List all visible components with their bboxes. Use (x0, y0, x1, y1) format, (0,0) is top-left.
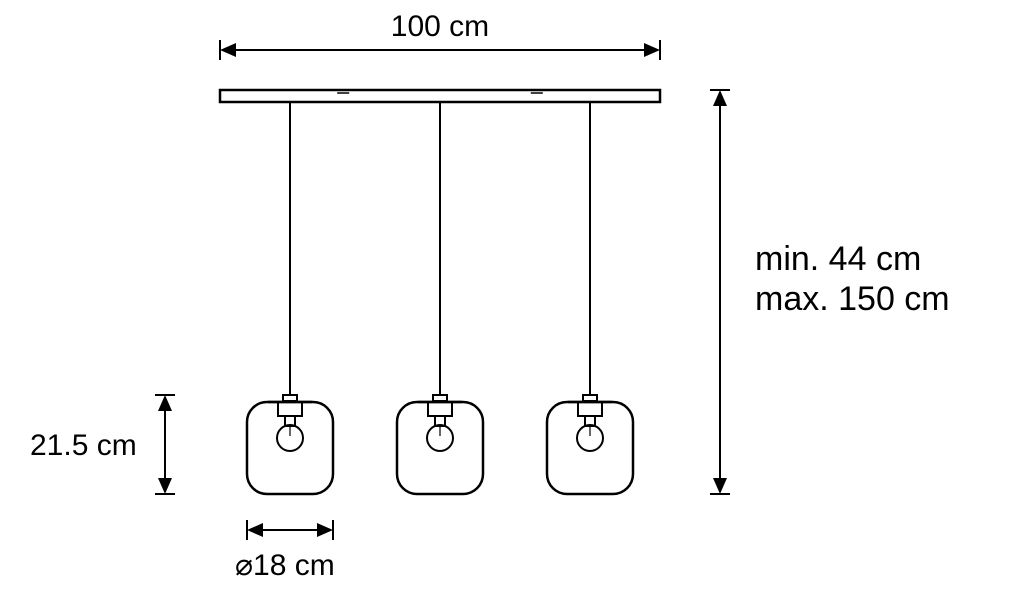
diameter-label: ⌀18 cm (235, 549, 335, 582)
pendant-2 (397, 102, 483, 494)
height-min-label: min. 44 cm (755, 240, 921, 278)
pendant-3 (547, 102, 633, 494)
width-label: 100 cm (391, 10, 489, 43)
dimension-diagram: 100 cm min. 44 cmmax. 150 cm 21.5 cm ⌀18 cm (0, 0, 1020, 610)
pendant-1 (247, 102, 333, 494)
shade-height-label: 21.5 cm (30, 429, 137, 462)
height-max-label: max. 150 cm (755, 280, 950, 318)
ceiling-bar (220, 90, 660, 102)
